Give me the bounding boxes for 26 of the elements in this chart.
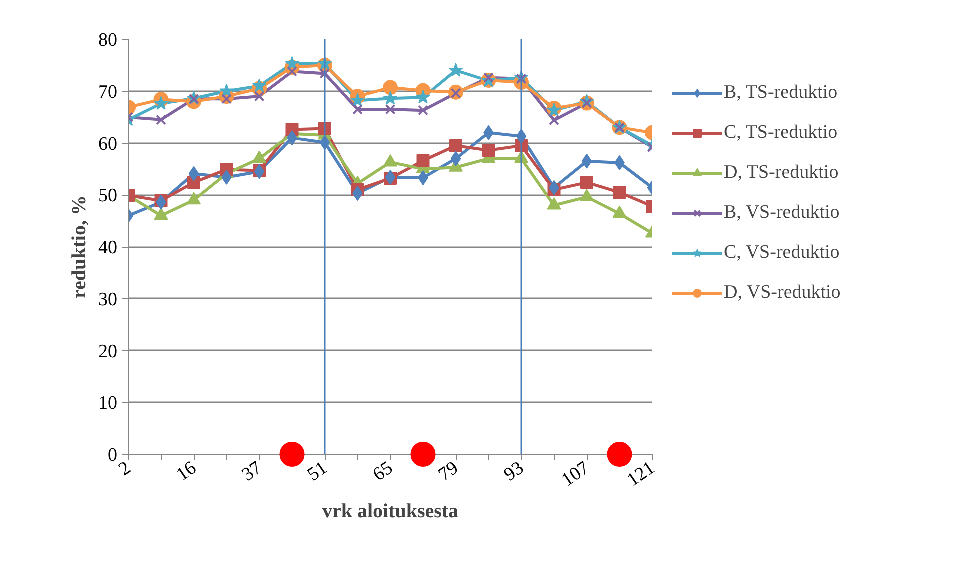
- y-tick-label: 30: [98, 289, 118, 310]
- x-tick-label: 65: [369, 458, 397, 486]
- x-tick-label: 37: [238, 458, 266, 486]
- x-axis-title: vrk aloituksesta: [322, 500, 459, 522]
- y-tick-label: 80: [98, 30, 118, 51]
- y-tick-label: 70: [98, 82, 118, 103]
- y-tick-label: 0: [108, 445, 118, 466]
- x-tick-label: 93: [500, 458, 528, 486]
- legend-label: C, VS-reduktio: [724, 242, 840, 264]
- y-tick-label: 60: [98, 134, 118, 155]
- x-tick-label: 2: [115, 458, 135, 480]
- y-tick-label: 50: [98, 186, 118, 207]
- legend-label: D, TS-reduktio: [724, 162, 839, 184]
- x-tick-label: 121: [624, 458, 659, 492]
- y-tick-label: 40: [98, 238, 118, 258]
- x-tick-label: 51: [304, 458, 332, 486]
- y-tick-label: 20: [98, 341, 118, 362]
- y-axis-title: reduktio, %: [68, 196, 90, 298]
- x-tick-label: 79: [434, 458, 462, 486]
- legend-label: C, TS-reduktio: [724, 122, 838, 144]
- x-tick-label: 16: [172, 458, 200, 486]
- y-tick-label: 10: [98, 393, 118, 414]
- legend-label: B, VS-reduktio: [724, 202, 840, 224]
- x-tick-label: 107: [558, 458, 594, 492]
- legend-label: B, TS-reduktio: [724, 82, 838, 104]
- legend-label: D, VS-reduktio: [724, 282, 841, 304]
